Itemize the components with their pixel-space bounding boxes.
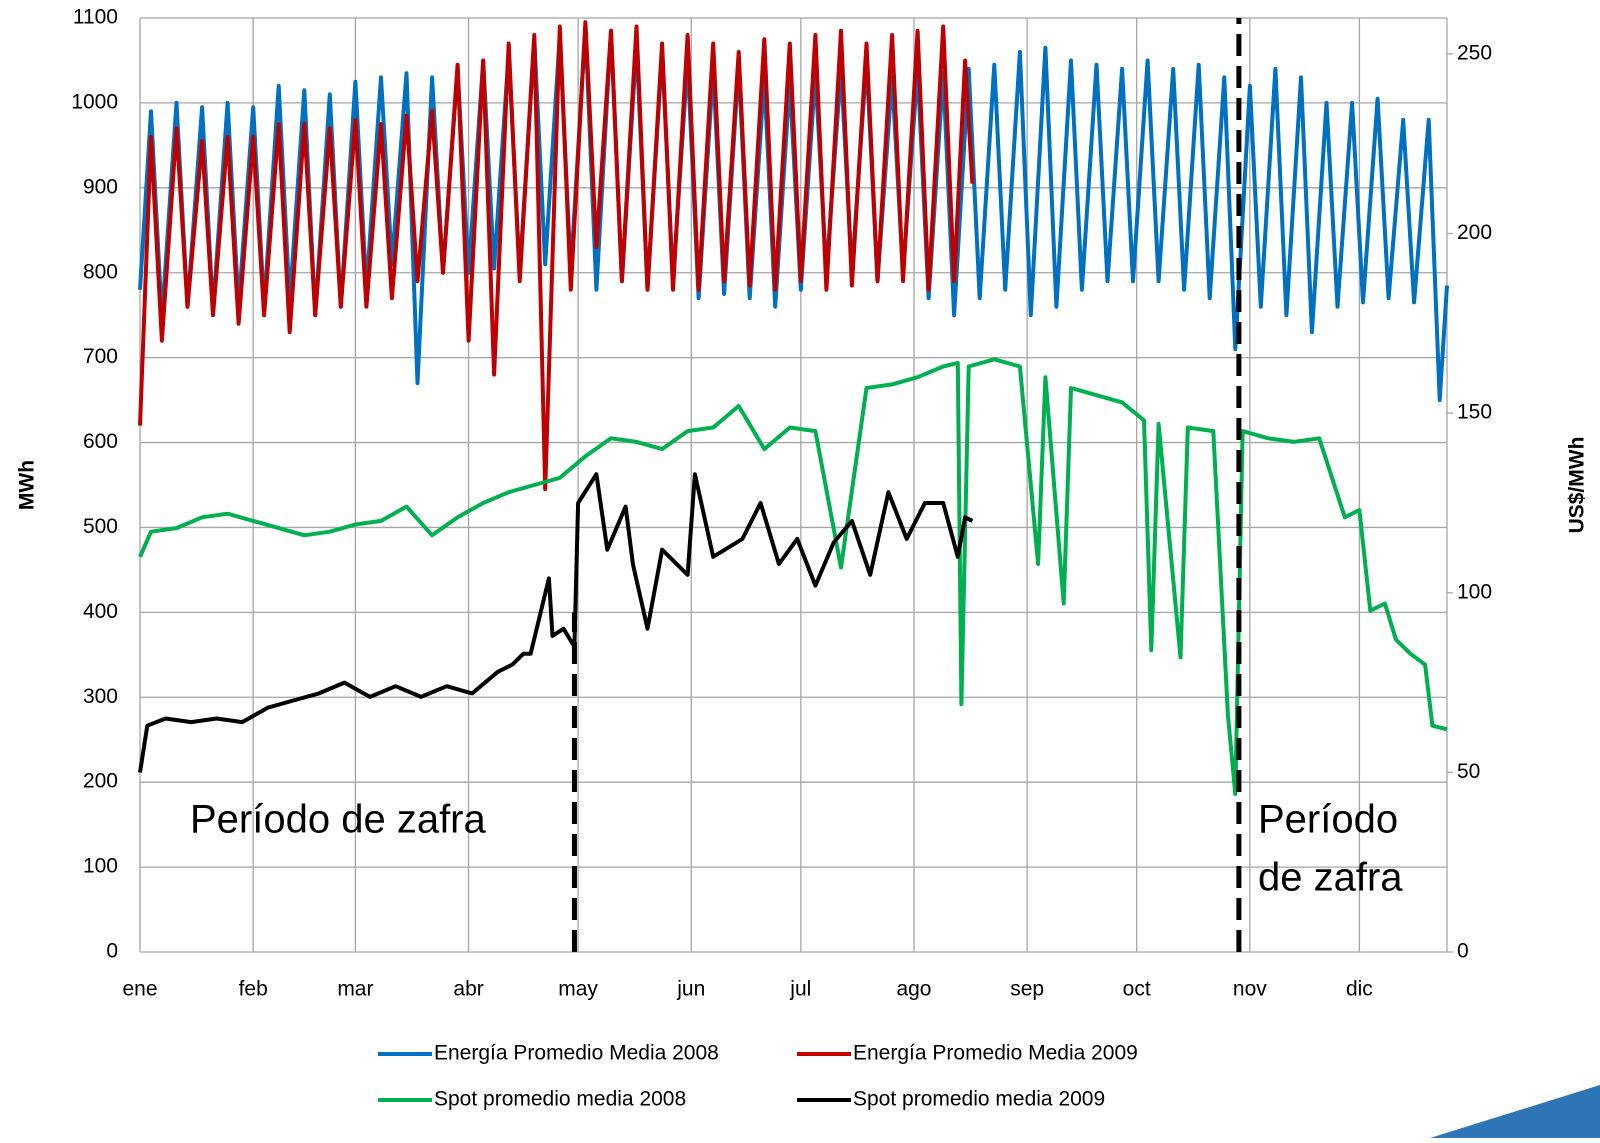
y2-tick-label: 50 [1457,760,1480,783]
y-tick-label: 200 [83,770,118,793]
y2-tick-label: 100 [1457,580,1492,603]
x-tick-label: may [558,978,598,1001]
data-line [138,357,1448,796]
y-axis-label: MWh [16,460,39,510]
y2-tick-label: 150 [1457,401,1492,424]
x-tick-label: ago [896,978,931,1001]
annotation: Período [1258,798,1398,842]
y-tick-label: 700 [83,345,118,368]
data-line [138,472,974,773]
legend-label: Energía Promedio Media 2008 [434,1042,719,1065]
x-tick-label: oct [1123,978,1151,1001]
y-tick-label: 900 [83,175,118,198]
x-tick-label: abr [453,978,483,1001]
y-tick-label: 300 [83,685,118,708]
y-tick-label: 600 [83,430,118,453]
y2-tick-label: 200 [1457,221,1492,244]
annotation: Período de zafra [190,798,486,842]
x-tick-label: dic [1346,978,1373,1001]
x-tick-label: ene [122,978,157,1001]
y-tick-label: 1100 [73,6,118,29]
annotation: de zafra [1258,856,1403,900]
y2-axis-label: US$/MWh [1566,437,1589,534]
x-tick-label: mar [337,978,373,1001]
legend-label: Energía Promedio Media 2009 [853,1042,1138,1065]
y-tick-label: 1000 [71,90,118,113]
x-tick-label: jul [789,978,811,1001]
y2-tick-label: 250 [1457,41,1492,64]
y-tick-label: 800 [83,260,118,283]
y-tick-label: 500 [83,515,118,538]
y-tick-label: 0 [106,940,118,963]
x-tick-label: sep [1010,978,1044,1001]
data-line [138,20,975,492]
y-tick-label: 100 [83,855,118,878]
y2-tick-label: 0 [1457,940,1469,963]
x-tick-label: nov [1233,978,1267,1001]
x-tick-label: feb [239,978,268,1001]
legend-label: Spot promedio media 2009 [853,1088,1105,1111]
legend-label: Spot promedio media 2008 [434,1088,686,1111]
y-tick-label: 400 [83,600,118,623]
corner-decoration [1430,1085,1600,1138]
x-tick-label: jun [676,978,705,1001]
